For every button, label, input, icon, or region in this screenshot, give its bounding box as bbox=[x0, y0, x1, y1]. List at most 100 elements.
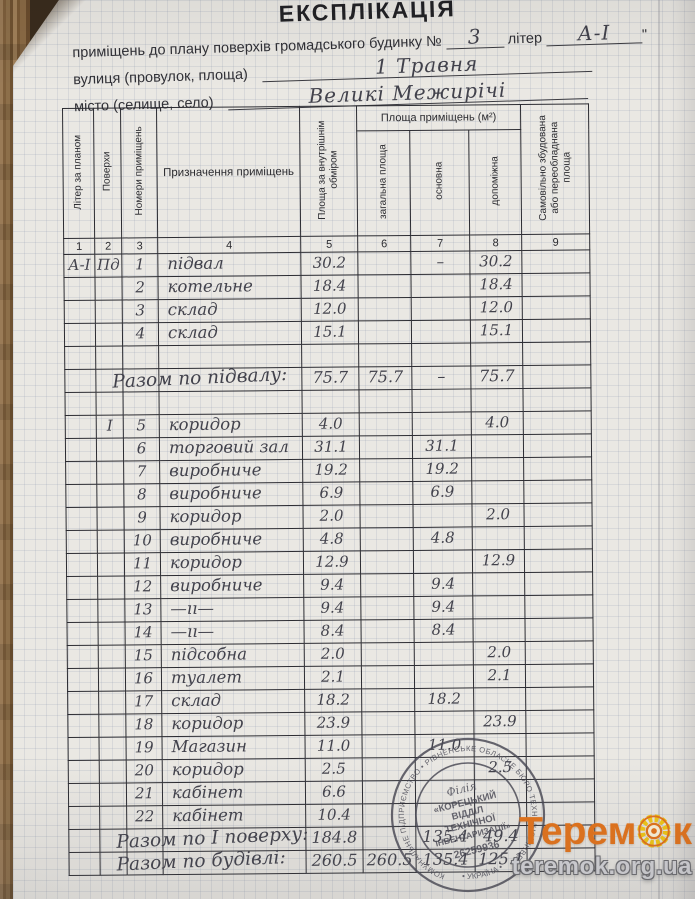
cell-litera bbox=[66, 599, 98, 623]
cell-room-number: 19 bbox=[125, 736, 163, 760]
cell-area-main bbox=[411, 388, 472, 413]
cell-area-unauthorized bbox=[523, 456, 592, 481]
cell-area-aux bbox=[472, 526, 525, 550]
cell-room-number: 13 bbox=[124, 598, 161, 622]
cell-litera bbox=[64, 392, 97, 416]
cell-area-aux bbox=[473, 687, 526, 711]
cell-area-main: 8.4 bbox=[413, 618, 474, 643]
cell-floor bbox=[98, 736, 127, 761]
cell-area-internal: 6.9 bbox=[302, 481, 360, 506]
col-number-2: 2 bbox=[94, 237, 122, 255]
cell-area-internal: 12.9 bbox=[303, 550, 361, 575]
cell-area-internal: 12.0 bbox=[301, 297, 359, 322]
cell-area-internal: 31.1 bbox=[302, 435, 360, 460]
cell-litera bbox=[65, 461, 97, 485]
cell-area-unauthorized bbox=[525, 709, 594, 734]
cell-floor bbox=[98, 713, 126, 738]
cell-litera bbox=[67, 714, 99, 738]
cell-litera bbox=[64, 369, 96, 393]
cell-purpose: підвал bbox=[157, 252, 301, 277]
cell-room-number: 6 bbox=[123, 437, 160, 461]
cell-floor bbox=[98, 667, 126, 692]
cell-litera bbox=[65, 484, 97, 508]
cell-litera bbox=[66, 530, 98, 554]
cell-area-aux bbox=[472, 595, 525, 619]
cell-area-internal bbox=[301, 389, 360, 414]
cell-area-aux: 18.4 bbox=[469, 273, 523, 297]
cell-floor bbox=[99, 782, 127, 807]
cell-area-main bbox=[411, 342, 471, 367]
street-label: вулиця (провулок, площа) bbox=[73, 66, 249, 89]
liter-label: літер bbox=[507, 30, 543, 48]
cell-litera bbox=[68, 760, 100, 784]
col-header-area-internal: Площа за внутрішнім обміром bbox=[299, 105, 358, 237]
cell-floor bbox=[95, 322, 123, 347]
brand-text-right: к bbox=[672, 810, 692, 853]
cell-floor bbox=[96, 506, 125, 531]
cell-area-total bbox=[358, 389, 413, 413]
cell-room-number: 18 bbox=[125, 713, 162, 737]
cell-area-total bbox=[359, 412, 413, 436]
cell-litera bbox=[68, 829, 100, 853]
cell-area-aux: 12.0 bbox=[470, 296, 523, 320]
cell-area-total bbox=[360, 527, 414, 551]
cell-floor: Пд bbox=[94, 253, 122, 278]
cell-purpose: коридор bbox=[160, 551, 304, 576]
cell-floor bbox=[99, 759, 127, 784]
cell-floor bbox=[96, 483, 124, 508]
cell-area-aux bbox=[470, 342, 523, 366]
cell-purpose: торговий зал bbox=[159, 436, 303, 461]
col-number-4: 4 bbox=[157, 236, 301, 254]
cell-area-aux: 75.7 bbox=[470, 365, 523, 389]
liter-field: А-І bbox=[545, 20, 643, 47]
cell-room-number: 11 bbox=[124, 552, 161, 576]
cell-area-aux: 4.0 bbox=[471, 411, 524, 435]
cell-floor bbox=[95, 391, 124, 416]
cell-room-number: 17 bbox=[125, 690, 162, 714]
cell-area-aux: 2.0 bbox=[473, 641, 526, 665]
cell-area-aux bbox=[470, 388, 524, 412]
cell-area-internal: 2.0 bbox=[302, 504, 361, 529]
cell-litera bbox=[68, 852, 101, 876]
cell-area-unauthorized bbox=[521, 272, 591, 297]
page-edge-shadow bbox=[669, 0, 695, 899]
cell-area-unauthorized bbox=[523, 433, 592, 458]
cell-floor bbox=[96, 437, 124, 462]
cell-litera bbox=[65, 507, 98, 531]
cell-area-main: 4.8 bbox=[413, 526, 473, 551]
col-number-3: 3 bbox=[121, 237, 158, 254]
cell-purpose: котельне bbox=[157, 275, 302, 300]
cell-litera bbox=[65, 438, 97, 462]
cell-area-unauthorized bbox=[522, 318, 591, 343]
cell-area-unauthorized bbox=[524, 548, 593, 573]
cell-floor bbox=[95, 299, 123, 324]
cell-area-internal: 15.1 bbox=[301, 320, 359, 345]
cell-purpose: коридор bbox=[162, 758, 306, 783]
cell-purpose: коридор bbox=[159, 413, 303, 438]
cell-area-main bbox=[412, 503, 473, 528]
cell-area-total: 75.7 bbox=[358, 366, 412, 390]
cell-area-total bbox=[359, 504, 414, 528]
stamp-outer-ring bbox=[390, 737, 546, 893]
cell-area-total bbox=[359, 435, 413, 459]
col-header-area-group: Площа приміщень (м²) bbox=[356, 104, 521, 131]
cell-area-unauthorized bbox=[524, 571, 593, 596]
cell-area-total bbox=[359, 481, 413, 505]
col-header-purpose: Призначення приміщень bbox=[156, 106, 301, 238]
cell-area-total bbox=[360, 596, 414, 620]
cell-area-main bbox=[412, 411, 472, 436]
cell-room-number: 12 bbox=[124, 575, 161, 599]
cell-area-aux: 2.1 bbox=[473, 664, 526, 688]
col-number-8: 8 bbox=[469, 234, 522, 251]
cell-area-total bbox=[361, 642, 415, 666]
watermark-brand: Терем к bbox=[512, 812, 692, 851]
building-number-field: 3 bbox=[445, 24, 504, 50]
col-header-area-main: основна bbox=[409, 129, 470, 236]
col-number-6: 6 bbox=[357, 235, 411, 252]
cell-area-internal: 4.0 bbox=[302, 412, 360, 437]
cell-area-main: 9.4 bbox=[413, 595, 473, 620]
page-crease bbox=[658, 0, 660, 899]
col-number-9: 9 bbox=[521, 233, 590, 251]
cell-floor bbox=[94, 276, 123, 301]
cell-area-aux: 12.9 bbox=[472, 549, 525, 573]
